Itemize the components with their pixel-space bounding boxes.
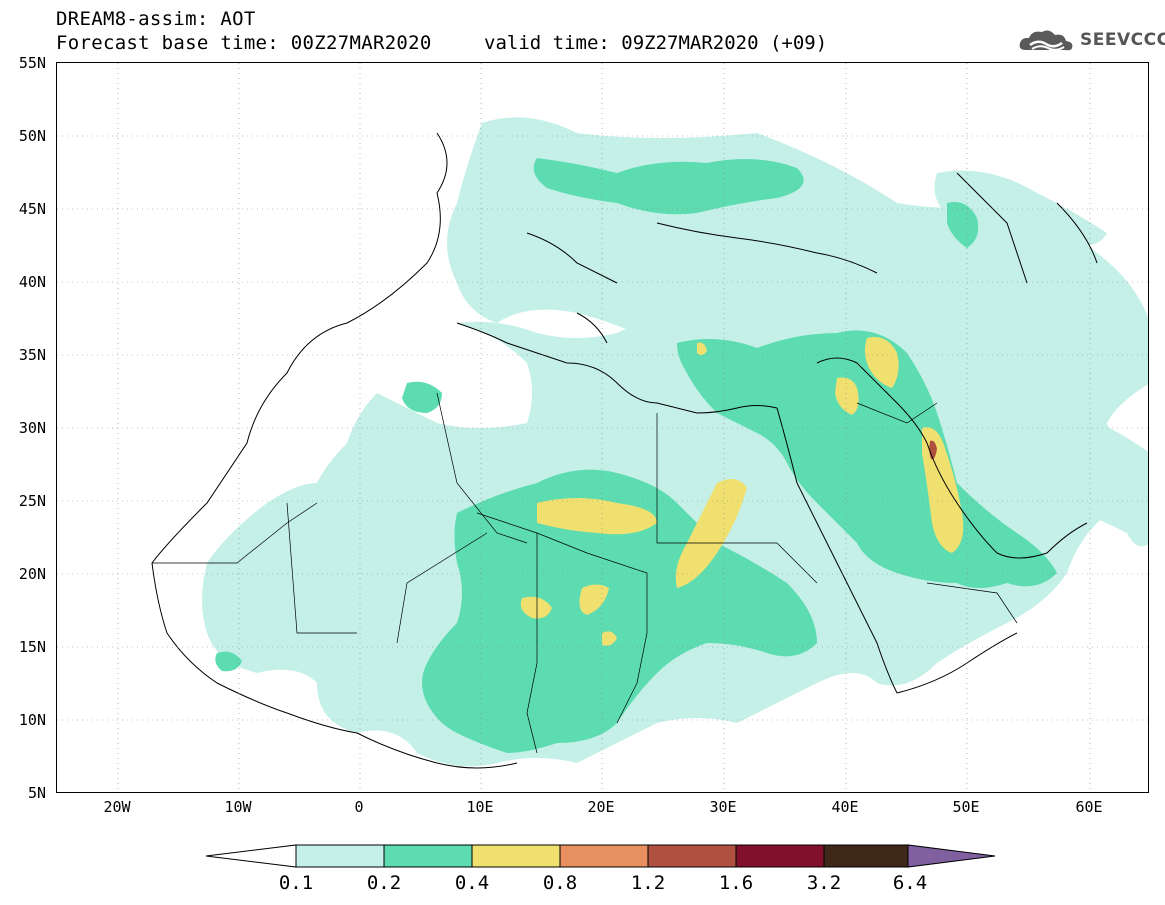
colorbar: [205, 843, 996, 869]
colorbar-label-0.8: 0.8: [542, 872, 578, 894]
lon-label-50e: 50E: [952, 798, 980, 816]
colorbar-bin-3: [559, 844, 649, 868]
lat-label-25n: 25N: [18, 492, 46, 510]
lon-label-20e: 20E: [587, 798, 615, 816]
cloud-logo-icon: [1019, 30, 1073, 51]
coastlines: [151, 132, 1098, 769]
colorbar-high-arrow: [907, 844, 996, 868]
colorbar-bin-4: [647, 844, 737, 868]
colorbar-bin-2: [471, 844, 561, 868]
graticule: [57, 63, 1148, 792]
colorbar-label-0.4: 0.4: [454, 872, 490, 894]
lon-label-60e: 60E: [1075, 798, 1103, 816]
colorbar-label-6.4: 6.4: [892, 872, 928, 894]
lon-label-30e: 30E: [709, 798, 737, 816]
lon-label-10w: 10W: [224, 798, 252, 816]
valid-time: valid time: 09Z27MAR2020 (+09): [484, 32, 828, 54]
colorbar-bin-5: [735, 844, 825, 868]
lat-label-40n: 40N: [18, 273, 46, 291]
lat-label-35n: 35N: [18, 346, 46, 364]
colorbar-bin-6: [823, 844, 909, 868]
lat-label-10n: 10N: [18, 711, 46, 729]
colorbar-bin-0: [295, 844, 385, 868]
lat-label-20n: 20N: [18, 565, 46, 583]
lon-label-40e: 40E: [831, 798, 859, 816]
map-canvas: [57, 63, 1148, 792]
aot-map: [56, 62, 1149, 793]
lon-label-0: 0: [354, 798, 364, 816]
colorbar-label-1.6: 1.6: [718, 872, 754, 894]
colorbar-label-0.2: 0.2: [366, 872, 402, 894]
borders: [152, 392, 1018, 754]
lon-label-20w: 20W: [103, 798, 131, 816]
colorbar-label-1.2: 1.2: [630, 872, 666, 894]
lat-label-30n: 30N: [18, 419, 46, 437]
colorbar-bin-1: [383, 844, 473, 868]
lat-label-55n: 55N: [18, 54, 46, 72]
logo-text: SEEVCCC: [1080, 30, 1165, 50]
lat-label-50n: 50N: [18, 127, 46, 145]
colorbar-label-0.1: 0.1: [278, 872, 314, 894]
lat-label-15n: 15N: [18, 638, 46, 656]
aot-field-0.4: [520, 337, 964, 646]
colorbar-low-arrow: [205, 844, 297, 868]
aot-field-0.1: [202, 117, 1148, 767]
lon-label-10e: 10E: [466, 798, 494, 816]
lat-label-5n: 5N: [27, 784, 46, 802]
forecast-base-time: Forecast base time: 00Z27MAR2020: [56, 32, 432, 54]
seevccc-logo: SEEVCCC: [1018, 28, 1165, 54]
map-title: DREAM8-assim: AOT: [56, 8, 256, 30]
lat-label-45n: 45N: [18, 200, 46, 218]
colorbar-label-3.2: 3.2: [806, 872, 842, 894]
